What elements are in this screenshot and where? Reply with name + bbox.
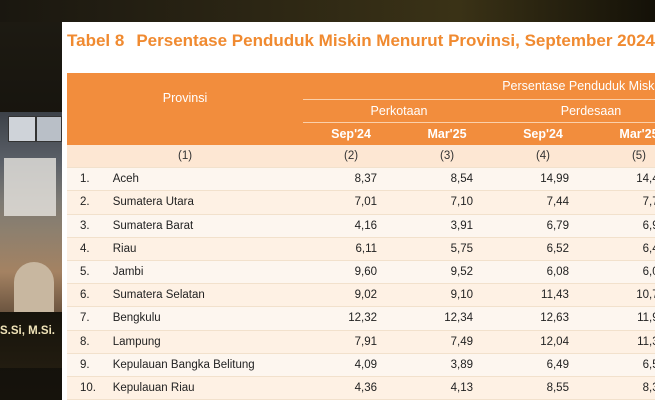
poverty-value: 6,59 <box>590 353 655 377</box>
column-number: (5) <box>590 145 655 169</box>
table-number: Tabel 8 <box>67 31 125 50</box>
poverty-table: Provinsi Persentase Penduduk Miskin (%) … <box>67 73 655 400</box>
poverty-value: 9,60 <box>303 260 400 285</box>
poverty-value: 12,63 <box>495 306 591 331</box>
poverty-value: 12,04 <box>495 330 591 354</box>
poverty-value: 9,02 <box>303 283 400 308</box>
province-name: Riau <box>106 237 304 261</box>
presentation-slide: Tabel 8 Persentase Penduduk Miskin Menuru… <box>62 22 655 400</box>
province-name: Sumatera Barat <box>106 214 304 238</box>
poverty-value: 4,09 <box>303 353 400 377</box>
row-number: 6. <box>67 283 107 308</box>
column-number: (4) <box>495 145 591 169</box>
header-blank <box>67 122 304 145</box>
speaker-video-feed <box>0 112 62 312</box>
poverty-value: 4,36 <box>303 376 400 400</box>
poverty-value: 7,10 <box>399 190 495 215</box>
row-number: 8. <box>67 330 107 354</box>
row-number: 5. <box>67 260 107 285</box>
poverty-value: 4,16 <box>303 214 400 238</box>
poverty-value: 9,10 <box>399 283 495 308</box>
province-name: Jambi <box>106 260 304 285</box>
poverty-value: 14,44 <box>590 167 655 192</box>
table-row: 9. Kepulauan Bangka Belitung 4,09 3,89 6,49 6… <box>67 353 655 377</box>
poverty-value: 11,43 <box>495 283 591 308</box>
row-number: 3. <box>67 214 107 238</box>
row-number: 10. <box>67 376 107 400</box>
video-monitor <box>8 116 36 142</box>
poverty-value: 8,33 <box>590 376 655 400</box>
poverty-value: 14,99 <box>495 167 591 192</box>
row-number: 1. <box>67 167 107 192</box>
poverty-value: 11,95 <box>590 306 655 331</box>
row-number: 2. <box>67 190 107 215</box>
poverty-value: 7,44 <box>495 190 591 215</box>
poverty-value: 6,01 <box>590 260 655 285</box>
poverty-value: 6,08 <box>495 260 591 285</box>
province-name: Sumatera Selatan <box>106 283 304 308</box>
column-number: (2) <box>303 145 400 169</box>
table-title: Persentase Penduduk Miskin Menurut Provi… <box>136 31 655 50</box>
poverty-value: 5,75 <box>399 237 495 261</box>
poverty-value: 10,79 <box>590 283 655 308</box>
poverty-value: 7,91 <box>303 330 400 354</box>
poverty-value: 6,93 <box>590 214 655 238</box>
poverty-value: 8,55 <box>495 376 591 400</box>
poverty-value: 6,52 <box>495 237 591 261</box>
poverty-value: 6,43 <box>590 237 655 261</box>
header-rural: Perdesaan <box>495 99 655 123</box>
poverty-value: 7,71 <box>590 190 655 215</box>
background-top <box>0 0 655 22</box>
header-period: Mar'25 <box>399 122 495 145</box>
province-name: Aceh <box>106 167 304 192</box>
poverty-value: 7,01 <box>303 190 400 215</box>
poverty-value: 12,34 <box>399 306 495 331</box>
poverty-value: 3,89 <box>399 353 495 377</box>
poverty-value: 12,32 <box>303 306 400 331</box>
header-period: Mar'25 <box>590 122 655 145</box>
province-name: Lampung <box>106 330 304 354</box>
column-number-row: (1) (2) (3) (4) (5) <box>67 145 655 169</box>
province-name: Kepulauan Bangka Belitung <box>106 353 304 377</box>
speaker-degree: S.Si, M.Si. <box>0 325 55 337</box>
poverty-value: 9,52 <box>399 260 495 285</box>
header-province: Provinsi <box>67 73 304 123</box>
poverty-value: 6,49 <box>495 353 591 377</box>
poverty-value: 6,11 <box>303 237 400 261</box>
poverty-value: 11,32 <box>590 330 655 354</box>
column-number: (3) <box>399 145 495 169</box>
row-number: 4. <box>67 237 107 261</box>
video-monitor <box>36 116 62 142</box>
poverty-value: 3,91 <box>399 214 495 238</box>
poverty-value: 8,54 <box>399 167 495 192</box>
header-poverty-percentage: Persentase Penduduk Miskin (%) <box>303 73 655 100</box>
province-name: Sumatera Utara <box>106 190 304 215</box>
row-number: 9. <box>67 353 107 377</box>
slide-title: Tabel 8 Persentase Penduduk Miskin Menuru… <box>67 31 655 51</box>
speaker-figure <box>14 262 54 312</box>
poverty-value: 7,49 <box>399 330 495 354</box>
poverty-value: 8,37 <box>303 167 400 192</box>
poverty-value: 6,79 <box>495 214 591 238</box>
header-period: Sep'24 <box>495 122 591 145</box>
column-number: (1) <box>67 145 304 169</box>
province-name: Bengkulu <box>106 306 304 331</box>
row-number: 7. <box>67 306 107 331</box>
header-urban: Perkotaan <box>303 99 495 123</box>
video-backdrop <box>4 158 56 216</box>
header-period: Sep'24 <box>303 122 400 145</box>
province-name: Kepulauan Riau <box>106 376 304 400</box>
poverty-value: 4,13 <box>399 376 495 400</box>
speaker-caption-bar <box>0 312 62 368</box>
